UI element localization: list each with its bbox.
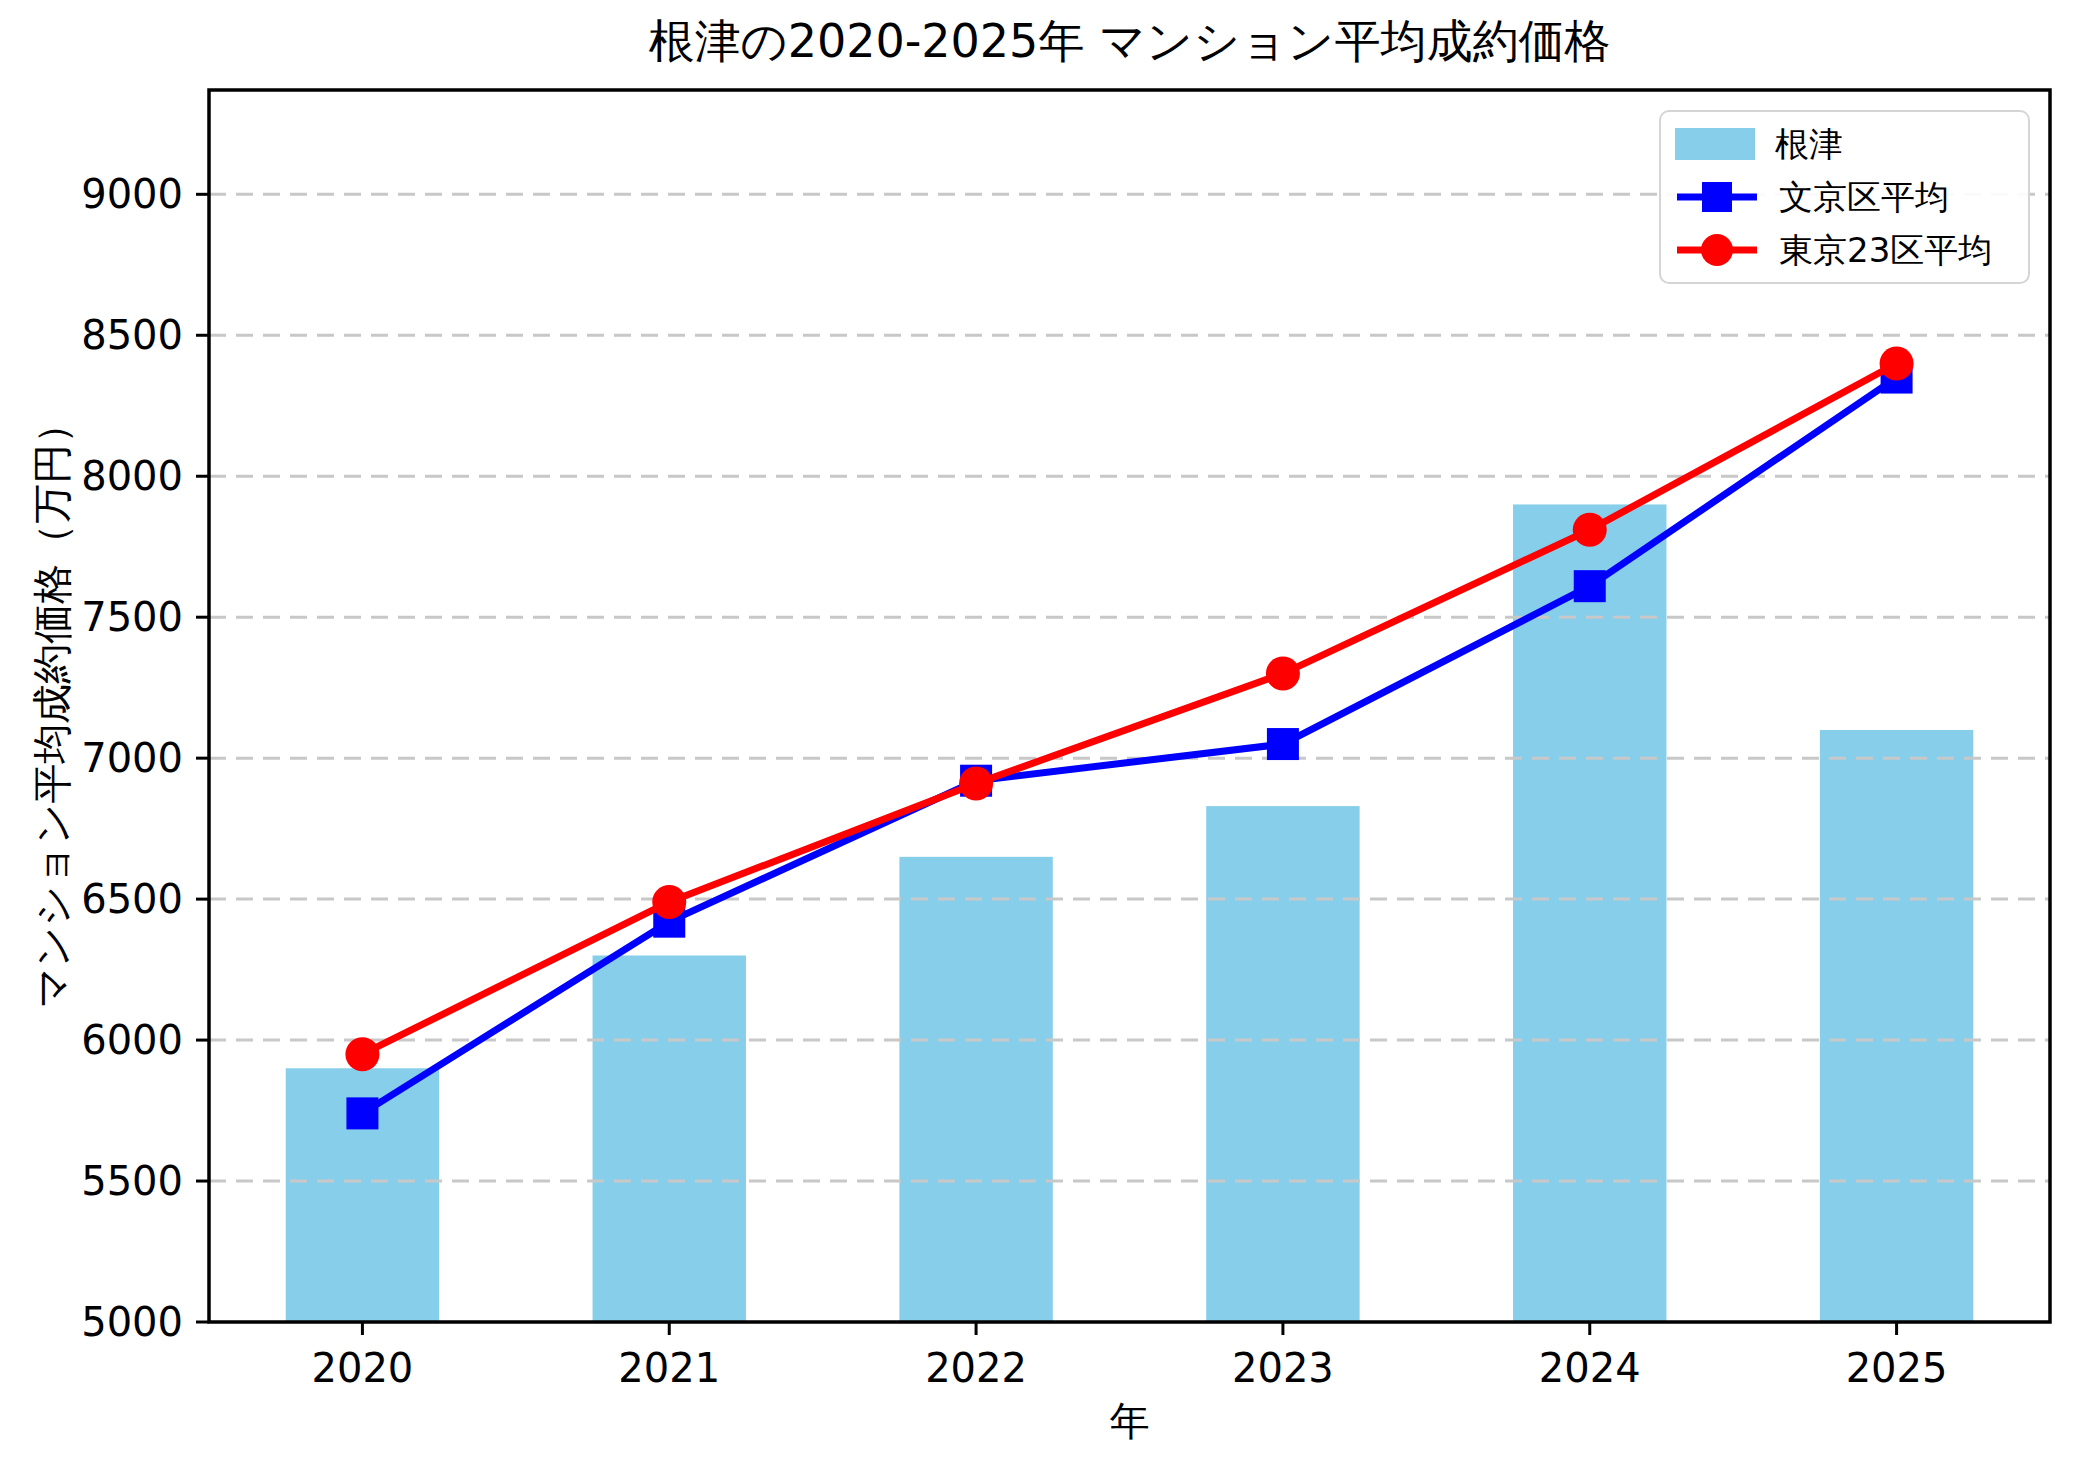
y-tick-label-8000: 8000 <box>81 453 183 499</box>
legend-label-tokyo23: 東京23区平均 <box>1779 233 1992 267</box>
marker-circle-2025 <box>1880 346 1914 380</box>
y-tick-label-5000: 5000 <box>81 1299 183 1345</box>
bar-2023 <box>1206 806 1359 1322</box>
x-tick-label-2024: 2024 <box>1539 1345 1641 1391</box>
legend-item-bunkyo: 文京区平均 <box>1675 172 2018 222</box>
legend: 根津 文京区平均 東京23区平均 <box>1659 110 2030 284</box>
legend-item-nezu: 根津 <box>1675 119 2018 169</box>
y-tick-label-8500: 8500 <box>81 312 183 358</box>
marker-square-2020 <box>346 1097 378 1129</box>
marker-circle-2024 <box>1573 513 1607 547</box>
bar-2021 <box>593 956 746 1322</box>
chart-figure: 根津の2020-2025年 マンション平均成約価格 50005500600065… <box>0 0 2079 1474</box>
line-series-1 <box>362 363 1896 1054</box>
marker-circle-2021 <box>652 885 686 919</box>
marker-circle-2022 <box>959 767 993 801</box>
y-tick-label-6000: 6000 <box>81 1017 183 1063</box>
x-tick-label-2023: 2023 <box>1232 1345 1334 1391</box>
x-tick-label-2022: 2022 <box>925 1345 1027 1391</box>
y-axis-label: マンション平均成約価格（万円） <box>25 404 80 1009</box>
legend-line-square-swatch <box>1675 179 1759 215</box>
legend-line-circle-swatch <box>1675 232 1759 268</box>
y-tick-label-7500: 7500 <box>81 594 183 640</box>
y-tick-label-5500: 5500 <box>81 1158 183 1204</box>
y-tick-label-6500: 6500 <box>81 876 183 922</box>
y-tick-label-9000: 9000 <box>81 171 183 217</box>
legend-item-tokyo23: 東京23区平均 <box>1675 225 2018 275</box>
x-tick-label-2021: 2021 <box>618 1345 720 1391</box>
marker-circle-2020 <box>345 1037 379 1071</box>
x-tick-label-2020: 2020 <box>312 1345 414 1391</box>
bar-2025 <box>1820 730 1973 1322</box>
bar-2024 <box>1513 504 1666 1322</box>
marker-square-2023 <box>1267 728 1299 760</box>
legend-label-nezu: 根津 <box>1775 127 1843 161</box>
legend-label-bunkyo: 文京区平均 <box>1779 180 1949 214</box>
x-tick-label-2025: 2025 <box>1846 1345 1948 1391</box>
marker-circle-2023 <box>1266 657 1300 691</box>
bar-2022 <box>899 857 1052 1322</box>
marker-square-2024 <box>1574 570 1606 602</box>
legend-bar-swatch <box>1675 128 1755 160</box>
y-tick-label-7000: 7000 <box>81 735 183 781</box>
x-axis-label: 年 <box>209 1394 2050 1449</box>
